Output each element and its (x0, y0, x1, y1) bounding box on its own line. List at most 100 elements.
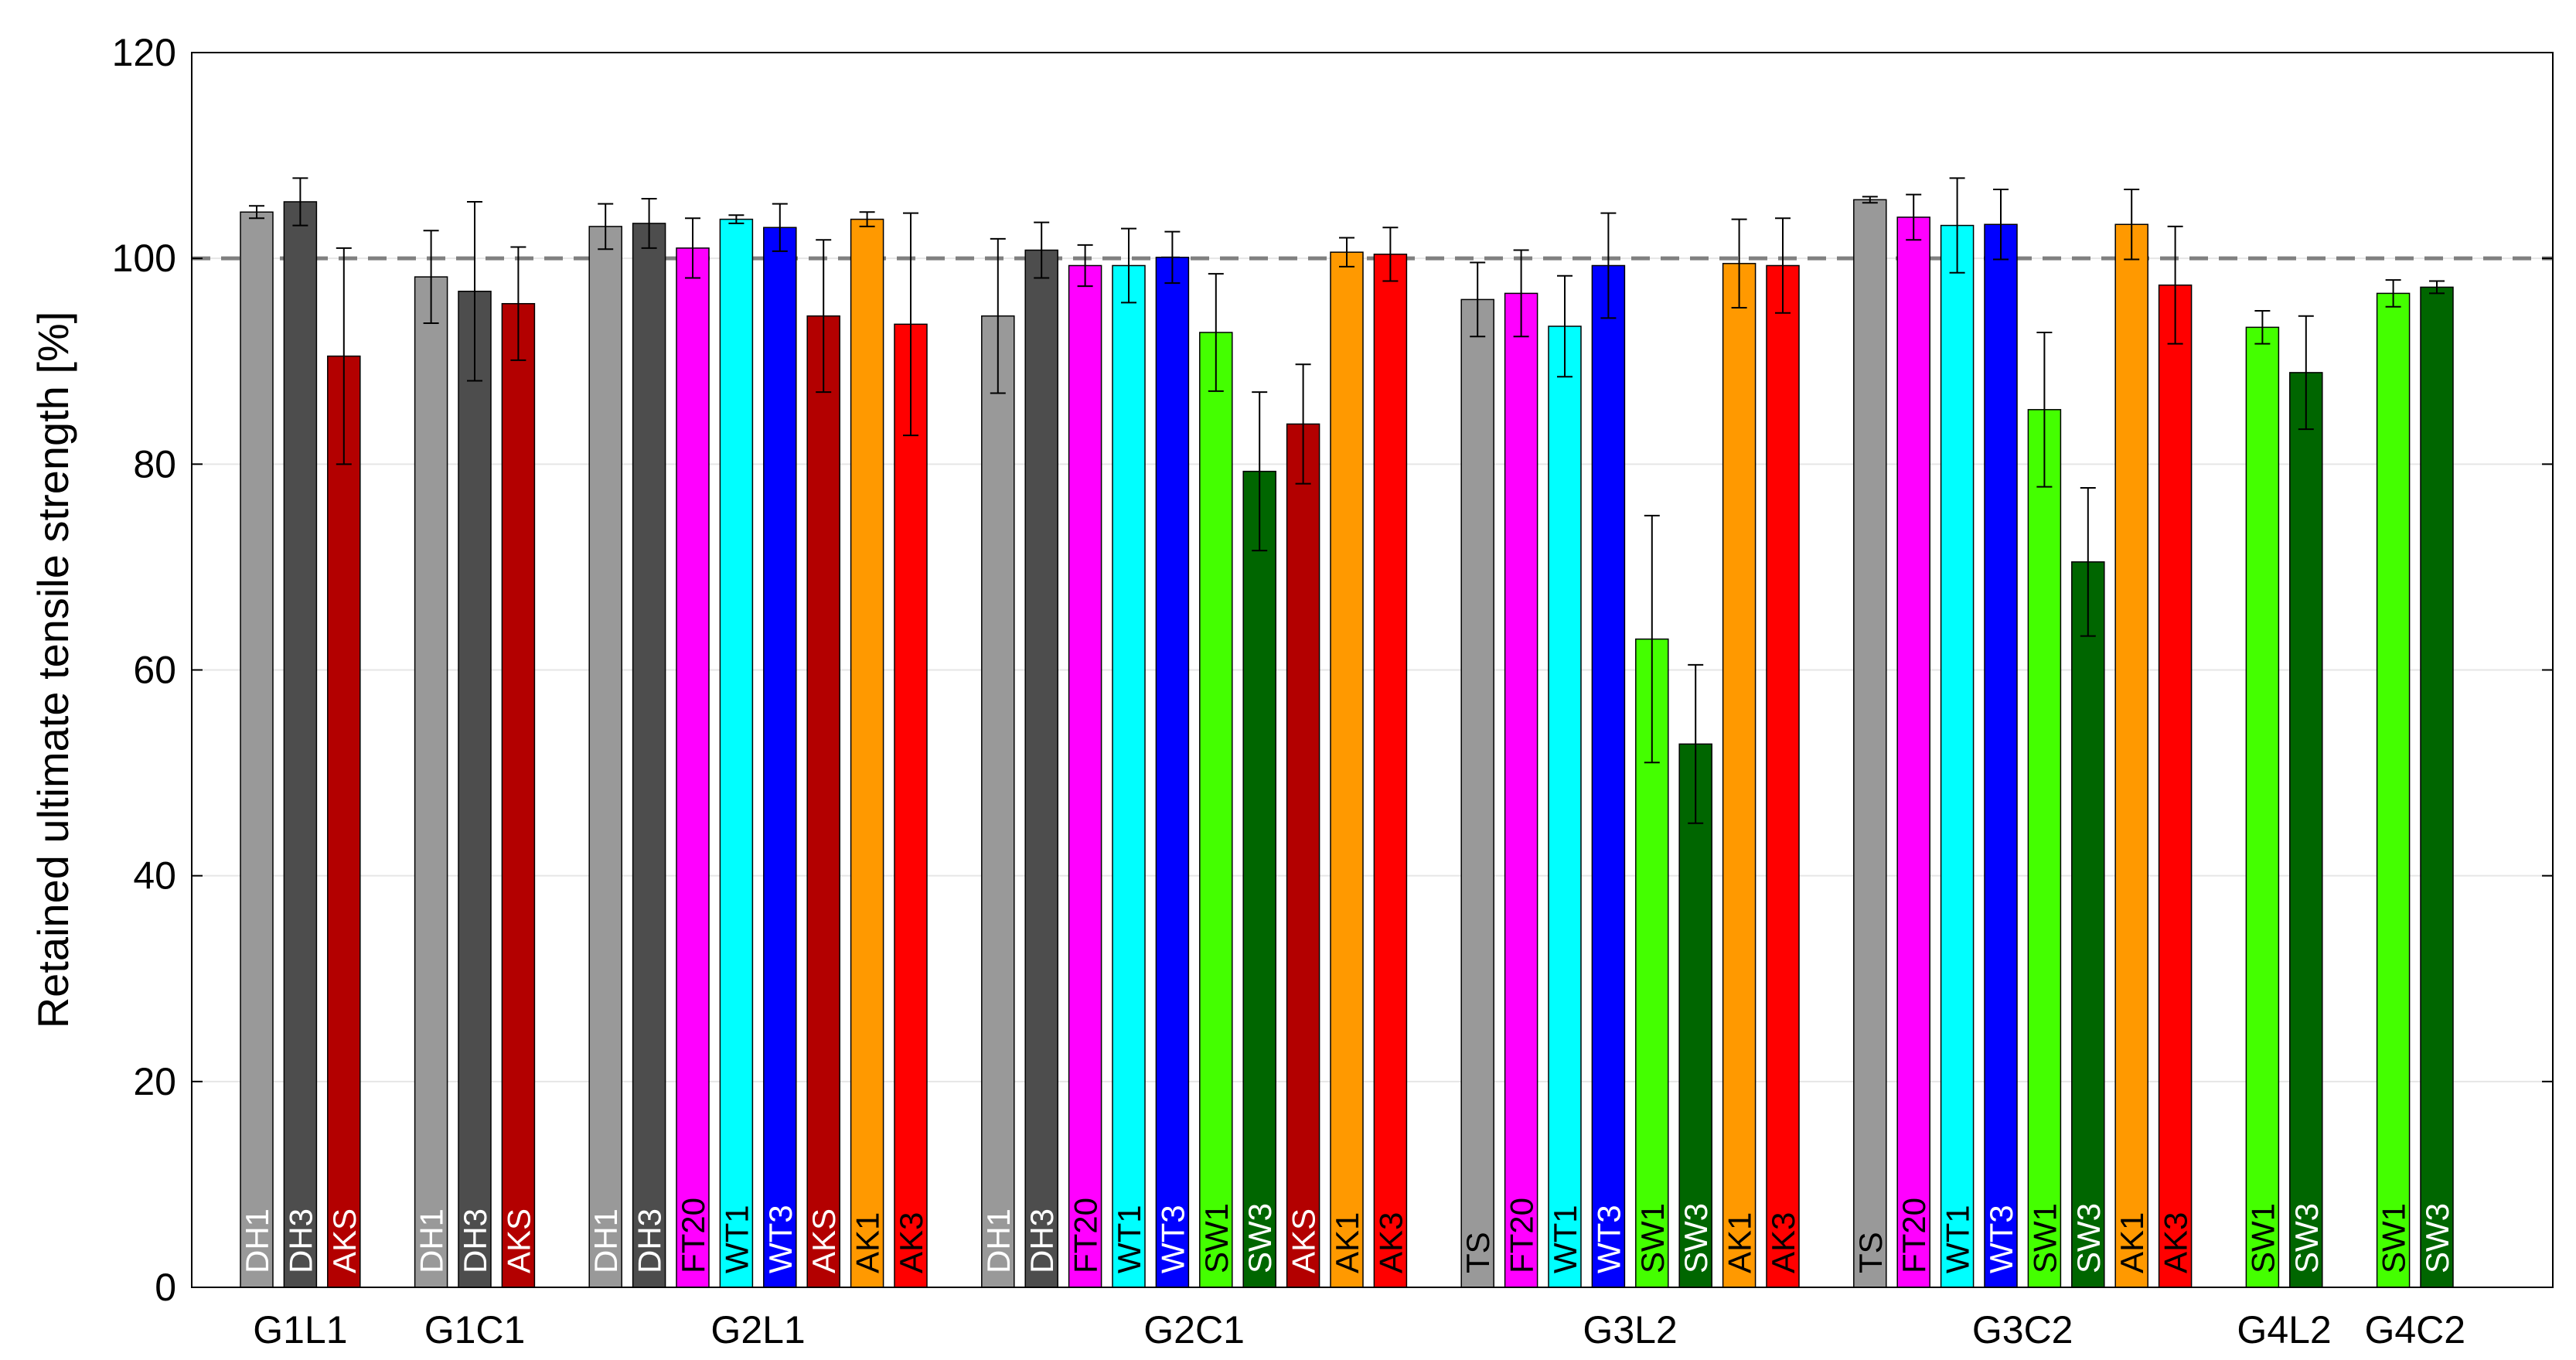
bar-G1L1-DH3 (283, 201, 318, 1288)
bar-label: DH3 (457, 1208, 493, 1273)
bar-label: DH1 (980, 1208, 1017, 1273)
bar-G2L1-WT1 (719, 218, 754, 1288)
bar-G1C1-DH1 (414, 276, 448, 1288)
bar-G3L2-WT1 (1548, 326, 1582, 1288)
y-axis-title: Retained ultimate tensile strength [%] (29, 312, 77, 1029)
bar-G3C2-SW3 (2071, 561, 2105, 1288)
bar-G2C1-FT20 (1068, 264, 1102, 1288)
bar-G3C2-WT1 (1940, 224, 1975, 1288)
bar-label: FT20 (1896, 1198, 1932, 1273)
bar-G2C1-DH1 (981, 315, 1015, 1288)
bar-G2C1-SW3 (1242, 470, 1276, 1288)
bar-G3C2-FT20 (1896, 216, 1930, 1288)
bar-G1L1-AKS (327, 355, 361, 1288)
bar-label: WT3 (762, 1205, 799, 1273)
bar-G1C1-AKS (501, 302, 536, 1288)
bar-G1C1-DH3 (458, 291, 492, 1288)
bar-G3C2-SW1 (2027, 409, 2062, 1288)
bar-G2C1-WT1 (1112, 264, 1146, 1288)
bar-label: AK1 (1329, 1212, 1365, 1273)
y-tick-label: 80 (133, 442, 176, 486)
y-tick-label: 60 (133, 649, 176, 692)
x-group-label: G4C2 (2364, 1308, 2465, 1351)
bar-G2L1-FT20 (676, 247, 710, 1288)
bar-G2C1-AK3 (1373, 254, 1408, 1288)
bar-label: AKS (500, 1208, 537, 1273)
bar-G2L1-AK3 (894, 323, 928, 1288)
bar-G3C2-TS (1853, 199, 1887, 1288)
bar-label: AK1 (1722, 1212, 1758, 1273)
bar-G2L1-AKS (806, 315, 840, 1288)
bar-label: WT3 (1590, 1205, 1627, 1273)
bar-label: WT1 (1940, 1205, 1976, 1273)
bar-G2C1-AKS (1286, 423, 1320, 1288)
bar-G2L1-DH1 (588, 226, 622, 1288)
x-group-label: G2L1 (710, 1308, 805, 1351)
bar-label: WT1 (1111, 1205, 1147, 1273)
bar-label: FT20 (675, 1198, 711, 1273)
bar-G4C2-SW3 (2420, 286, 2454, 1288)
bar-label: SW3 (1242, 1203, 1278, 1273)
bar-label: SW1 (1634, 1203, 1671, 1273)
bar-label: TS (1852, 1232, 1889, 1273)
bar-label: DH1 (239, 1208, 275, 1273)
grid-lines (192, 257, 2553, 1082)
bar-label: AK3 (1765, 1212, 1801, 1273)
bar-G3L2-AK3 (1766, 264, 1800, 1288)
bar-label: FT20 (1068, 1198, 1104, 1273)
bar-label: WT1 (1547, 1205, 1583, 1273)
bar-label: WT1 (718, 1205, 755, 1273)
bar-G2L1-WT3 (763, 227, 797, 1288)
bar-label: SW1 (2026, 1203, 2063, 1273)
bar-G3L2-FT20 (1504, 292, 1538, 1288)
y-tick-label: 0 (155, 1266, 176, 1309)
bar-label: AK3 (893, 1212, 929, 1273)
bar-G3L2-SW3 (1678, 743, 1712, 1288)
bar-G3L2-AK1 (1722, 263, 1757, 1288)
x-group-label: G1L1 (253, 1308, 347, 1351)
bar-label: SW1 (2376, 1203, 2412, 1273)
y-tick-label: 40 (133, 854, 176, 898)
bar-label: DH1 (414, 1208, 450, 1273)
bar-G4L2-SW1 (2245, 326, 2280, 1288)
bar-label: DH3 (632, 1208, 668, 1273)
bar-label: SW1 (2244, 1203, 2281, 1273)
bar-label: AKS (806, 1208, 842, 1273)
bar-label: AK1 (850, 1212, 886, 1273)
bar-label: WT3 (1154, 1205, 1191, 1273)
x-group-label: G3L2 (1583, 1308, 1677, 1351)
x-axis-group-labels: G1L1 G1C1 G2L1 G2C1 G3L2 G3C2 G4L2 G4C2 (253, 1308, 2465, 1351)
x-group-label: G4L2 (2237, 1308, 2331, 1351)
bar-G2C1-WT3 (1155, 257, 1190, 1288)
bar-label: FT20 (1504, 1198, 1540, 1273)
bar-label: AK3 (2158, 1212, 2194, 1273)
bar-G4C2-SW1 (2376, 292, 2411, 1288)
bar-label: AK1 (2114, 1212, 2150, 1273)
y-tick-label: 120 (112, 31, 176, 74)
y-tick-label: 20 (133, 1060, 176, 1103)
bar-G2L1-DH3 (632, 223, 666, 1288)
x-group-label: G2C1 (1143, 1308, 1245, 1351)
bar-G2C1-AK1 (1330, 251, 1364, 1288)
bar-label: SW1 (1198, 1203, 1235, 1273)
bar-G3C2-AK3 (2158, 285, 2193, 1288)
y-tick-label: 100 (112, 237, 176, 280)
bar-G3L2-TS (1460, 298, 1494, 1288)
bar-label: SW3 (2070, 1203, 2107, 1273)
bar-G3C2-WT3 (1984, 223, 2018, 1288)
bar-G3L2-WT3 (1591, 264, 1626, 1288)
bar-G2L1-AK1 (850, 218, 884, 1288)
x-group-label: G1C1 (424, 1308, 526, 1351)
bar-label: AKS (1286, 1208, 1322, 1273)
x-group-label: G3C2 (1972, 1308, 2073, 1351)
bar-label: DH1 (588, 1208, 624, 1273)
bar-label: DH3 (282, 1208, 319, 1273)
bar-label: DH3 (1024, 1208, 1060, 1273)
plot-frame (191, 52, 2554, 1288)
bar-G1L1-DH1 (240, 211, 274, 1288)
bar-label: AKS (326, 1208, 363, 1273)
bar-label: SW3 (2288, 1203, 2325, 1273)
bar-label: SW3 (2419, 1203, 2455, 1273)
bar-label: WT3 (1983, 1205, 2019, 1273)
